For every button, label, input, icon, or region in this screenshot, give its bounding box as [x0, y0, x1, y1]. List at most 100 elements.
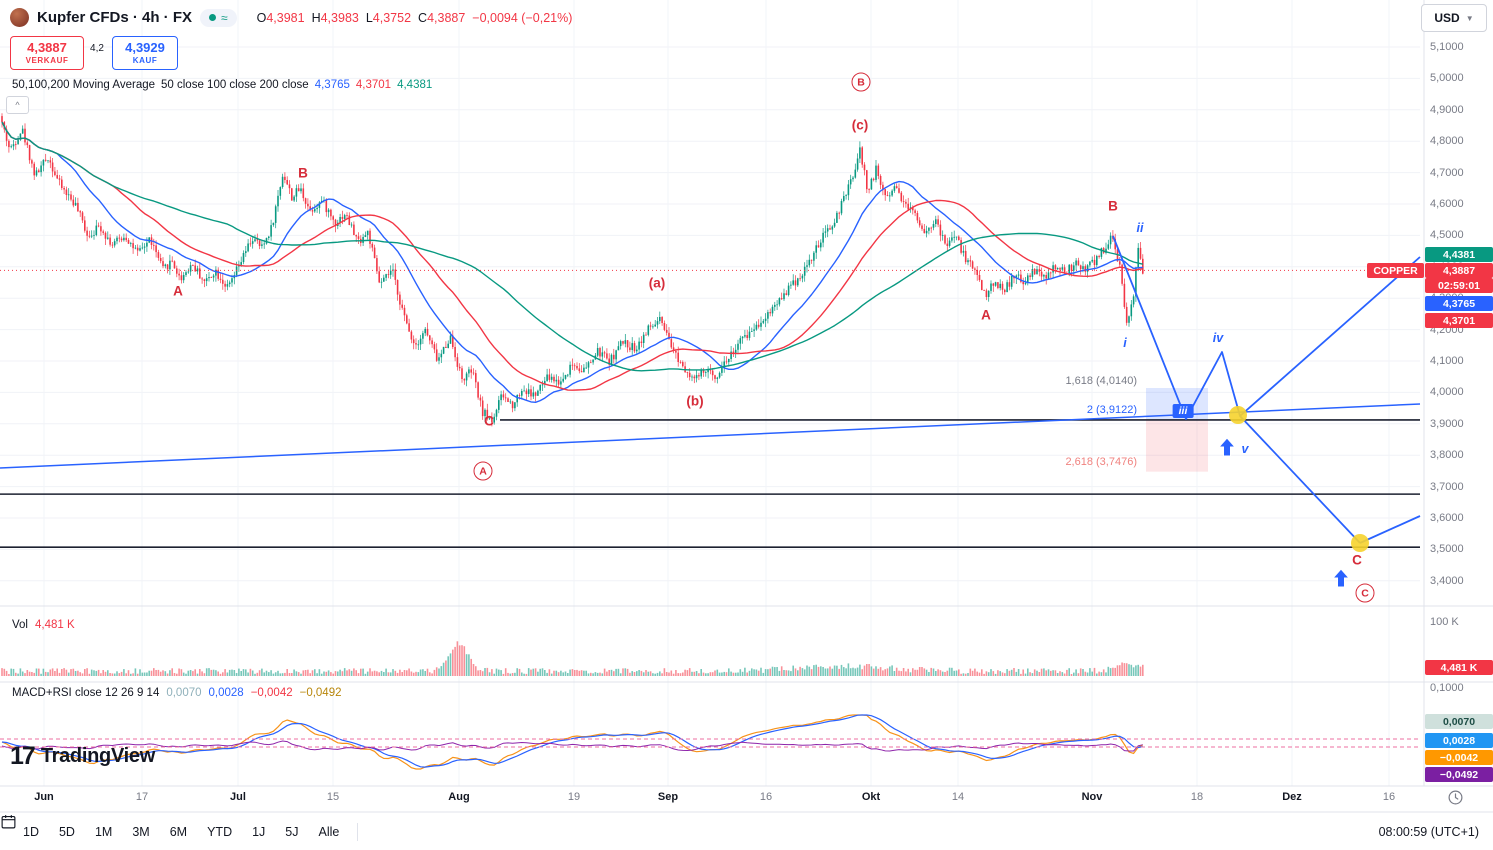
axis-price-chip: 4,3701: [1425, 313, 1493, 328]
time-label: Nov: [1081, 791, 1103, 803]
wave-label: ii: [1136, 221, 1144, 235]
pane-collapse-button[interactable]: ^: [6, 96, 29, 114]
wave-label: B: [298, 165, 308, 181]
wave-label: (a): [648, 275, 666, 291]
range-button-3m[interactable]: 3M: [132, 824, 150, 839]
wave-label: i: [1123, 336, 1127, 350]
range-button-1j[interactable]: 1J: [252, 824, 266, 839]
wave-label: A: [981, 307, 991, 323]
range-button-ytd[interactable]: YTD: [207, 824, 233, 839]
price-tick: 4,5000: [1430, 229, 1464, 241]
circled-wave-label: C: [1355, 583, 1375, 603]
axis-price-chip: 0,0028: [1425, 733, 1493, 748]
macd-legend-value: 0,0070: [166, 687, 202, 699]
price-tick: 3,7000: [1430, 481, 1464, 493]
time-label: 14: [951, 791, 965, 803]
fib-level-label: 1,618 (4,0140): [1065, 375, 1137, 387]
volume-legend-value: 4,481 K: [35, 619, 75, 631]
axis-price-chip: −0,0042: [1425, 750, 1493, 765]
wave-label: v: [1241, 442, 1249, 456]
close-value: 4,3887: [427, 10, 466, 25]
wave-label: (b): [686, 393, 704, 409]
axis-price-chip: 02:59:01: [1425, 278, 1493, 293]
price-tick: 4,6000: [1430, 198, 1464, 210]
macd-legend: MACD+RSI close 12 26 9 14 0,0070 0,0028 −0…: [12, 687, 342, 699]
macd-legend-value: 0,0028: [208, 687, 244, 699]
range-button-alle[interactable]: Alle: [318, 824, 340, 839]
spread-value: 4,2: [90, 43, 104, 54]
price-tick: 4,0000: [1430, 386, 1464, 398]
circled-wave-label: A: [473, 461, 493, 481]
symbol-title[interactable]: Kupfer CFDs · 4h · FX: [37, 9, 193, 26]
ma50-value: 4,3765: [314, 79, 350, 91]
fib-level-label: 2 (3,9122): [1086, 404, 1137, 416]
axis-price-chip: 4,3765: [1425, 296, 1493, 311]
macd-legend-value: −0,0042: [250, 687, 293, 699]
axis-tick-label: 0,1000: [1430, 682, 1464, 694]
time-label: 16: [1382, 791, 1396, 803]
price-tick: 3,4000: [1430, 575, 1464, 587]
price-tick: 3,5000: [1430, 543, 1464, 555]
price-tick: 5,0000: [1430, 72, 1464, 84]
market-open-dot-icon: [209, 14, 217, 21]
ma-legend-title: 50,100,200 Moving Average: [12, 79, 156, 91]
axis-price-chip: 4,4381: [1425, 247, 1493, 262]
axis-price-chip: −0,0492: [1425, 767, 1493, 782]
market-status-symbol: ≈: [221, 10, 228, 25]
sell-button[interactable]: 4,3887 VERKAUF: [10, 36, 84, 70]
range-button-1m[interactable]: 1M: [94, 824, 113, 839]
tradingview-wordmark: TradingView: [40, 745, 155, 767]
price-tick: 4,7000: [1430, 167, 1464, 179]
time-label: Jun: [34, 791, 54, 803]
range-button-1d[interactable]: 1D: [23, 824, 39, 839]
currency-dropdown[interactable]: USD ▼: [1421, 4, 1487, 32]
time-label: 16: [759, 791, 773, 803]
wave-label: C: [484, 413, 494, 429]
server-clock[interactable]: 08:00:59 (UTC+1): [1378, 824, 1479, 839]
range-button-5d[interactable]: 5D: [58, 824, 75, 839]
buy-button[interactable]: 4,3929 KAUF: [112, 36, 178, 70]
price-tick: 4,8000: [1430, 135, 1464, 147]
market-status-pill: ≈: [200, 8, 237, 27]
time-label: Dez: [1282, 791, 1302, 803]
tradingview-logo[interactable]: 17 TradingView: [10, 742, 155, 771]
axis-tick-label: 100 K: [1430, 616, 1459, 628]
wave-label: A: [173, 283, 183, 299]
range-button-5j[interactable]: 5J: [285, 824, 299, 839]
time-label: Sep: [657, 791, 679, 803]
axis-price-chip: 4,3887: [1425, 263, 1493, 278]
axis-price-chip: COPPER: [1367, 263, 1424, 278]
macd-legend-label: MACD+RSI close 12 26 9 14: [12, 687, 160, 699]
fib-level-label: 2,618 (3,7476): [1065, 456, 1137, 468]
symbol-icon: [10, 8, 29, 27]
macd-legend-values: 0,0070 0,0028 −0,0042 −0,0492: [166, 687, 341, 699]
sell-price: 4,3887: [27, 39, 67, 55]
high-value: 4,3983: [320, 10, 359, 25]
range-buttons: 1D 5D 1M 3M 6M YTD 1J 5J Alle: [14, 821, 348, 843]
range-button-6m[interactable]: 6M: [169, 824, 188, 839]
time-label: 19: [567, 791, 581, 803]
chevron-down-icon: ▼: [1465, 13, 1474, 23]
time-label: 15: [326, 791, 340, 803]
macd-legend-value: −0,0492: [299, 687, 342, 699]
ma-legend-params: 50 close 100 close 200 close: [161, 79, 309, 91]
ma200-value: 4,4381: [397, 79, 433, 91]
sell-label: VERKAUF: [25, 55, 69, 65]
time-label: 17: [135, 791, 149, 803]
open-value: 4,3981: [266, 10, 305, 25]
wave-label: (c): [851, 117, 869, 133]
price-tick: 3,9000: [1430, 418, 1464, 430]
wave-label: iv: [1212, 331, 1224, 345]
wave-label: C: [1352, 552, 1362, 568]
toolbar-divider: [357, 822, 359, 841]
circled-wave-label: B: [851, 72, 871, 92]
ohlc-values: O4,3981 H4,3983 L4,3752 C4,3887 −0,0094 …: [256, 10, 573, 25]
ma100-value: 4,3701: [355, 79, 392, 91]
tradingview-mark-icon: 17: [10, 742, 36, 770]
price-tick: 5,1000: [1430, 41, 1464, 53]
price-tick: 4,1000: [1430, 355, 1464, 367]
bottom-toolbar: 1D 5D 1M 3M 6M YTD 1J 5J Alle 08:00:59 (UTC+1): [0, 813, 1493, 850]
